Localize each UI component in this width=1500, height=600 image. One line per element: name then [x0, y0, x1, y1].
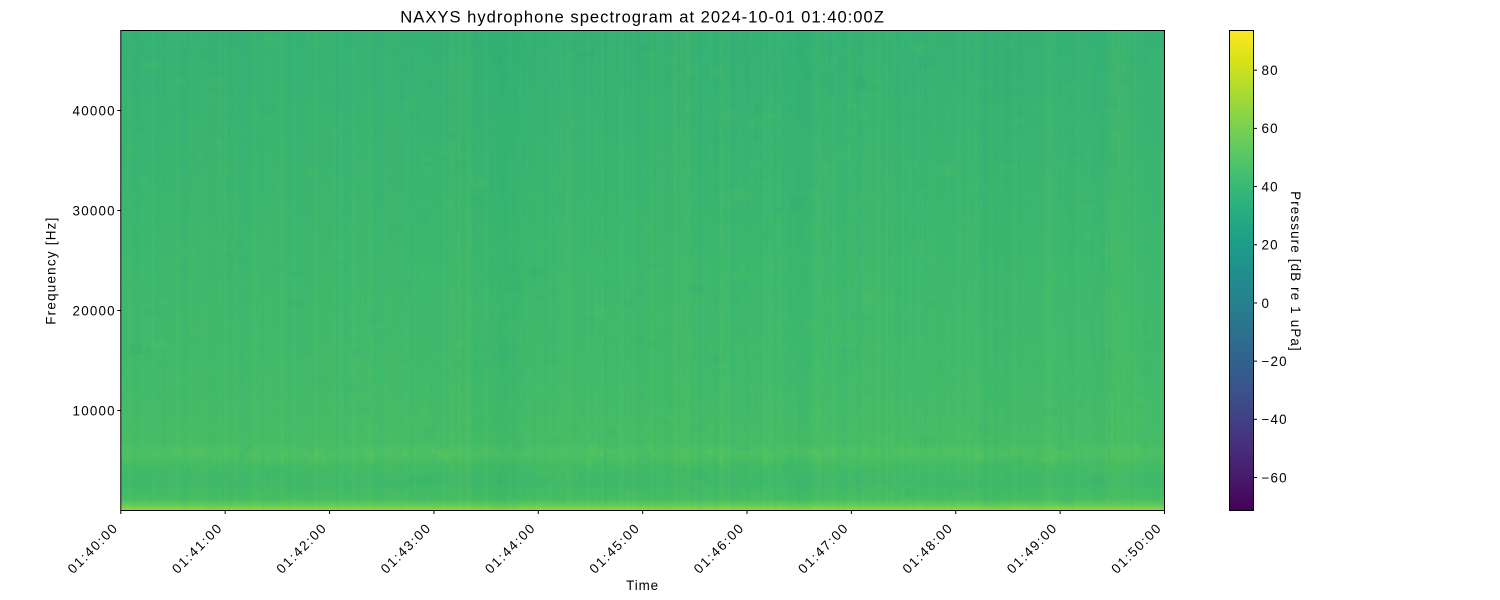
- svg-text:10000: 10000: [73, 403, 116, 418]
- svg-text:01:49:00: 01:49:00: [1004, 520, 1061, 577]
- svg-text:01:45:00: 01:45:00: [586, 520, 643, 577]
- svg-text:01:41:00: 01:41:00: [169, 520, 226, 577]
- svg-text:01:40:00: 01:40:00: [65, 520, 122, 577]
- svg-text:0: 0: [1262, 296, 1271, 311]
- svg-text:80: 80: [1262, 63, 1279, 78]
- svg-text:01:48:00: 01:48:00: [900, 520, 957, 577]
- svg-text:01:43:00: 01:43:00: [378, 520, 435, 577]
- svg-text:30000: 30000: [73, 203, 116, 218]
- svg-text:20: 20: [1262, 238, 1279, 253]
- svg-text:NAXYS hydrophone spectrogram a: NAXYS hydrophone spectrogram at 2024-10-…: [400, 8, 885, 27]
- svg-text:−40: −40: [1262, 412, 1288, 427]
- svg-text:Pressure [dB re 1 uPa]: Pressure [dB re 1 uPa]: [1288, 191, 1303, 352]
- svg-text:Frequency [Hz]: Frequency [Hz]: [44, 216, 59, 324]
- svg-text:−20: −20: [1262, 354, 1288, 369]
- svg-text:60: 60: [1262, 121, 1279, 136]
- svg-text:−60: −60: [1262, 470, 1288, 485]
- svg-text:01:46:00: 01:46:00: [691, 520, 748, 577]
- svg-text:01:44:00: 01:44:00: [482, 520, 539, 577]
- svg-text:01:42:00: 01:42:00: [273, 520, 330, 577]
- svg-text:Time: Time: [626, 578, 659, 593]
- svg-text:40000: 40000: [73, 103, 116, 118]
- svg-text:40: 40: [1262, 179, 1279, 194]
- svg-text:01:47:00: 01:47:00: [795, 520, 852, 577]
- svg-text:01:50:00: 01:50:00: [1108, 520, 1165, 577]
- svg-text:20000: 20000: [73, 303, 116, 318]
